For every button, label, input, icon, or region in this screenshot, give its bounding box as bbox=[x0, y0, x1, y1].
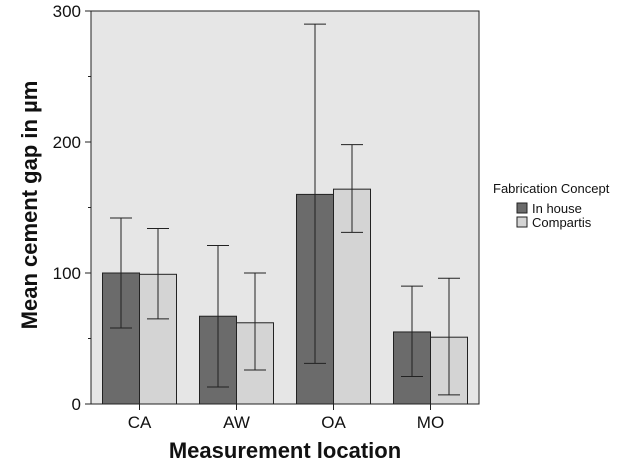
y-tick-label: 200 bbox=[53, 133, 81, 152]
y-axis-title: Mean cement gap in µm bbox=[17, 81, 42, 330]
x-tick-label: AW bbox=[223, 413, 250, 432]
legend-label: Compartis bbox=[532, 215, 592, 230]
legend-swatch bbox=[516, 216, 528, 228]
legend-label: In house bbox=[532, 201, 582, 216]
x-tick-label: OA bbox=[321, 413, 346, 432]
y-axis: 0 100 200 300 bbox=[53, 2, 91, 414]
x-tick-label: MO bbox=[417, 413, 444, 432]
x-tick-label: CA bbox=[128, 413, 152, 432]
y-tick-label: 300 bbox=[53, 2, 81, 21]
x-axis: CA AW OA MO bbox=[128, 404, 444, 432]
error-bars-group bbox=[110, 23, 460, 396]
y-tick-label: 100 bbox=[53, 264, 81, 283]
legend-swatch bbox=[516, 202, 528, 214]
x-axis-title: Measurement location bbox=[169, 438, 401, 463]
y-tick-label: 0 bbox=[72, 395, 81, 414]
legend-title: Fabrication Concept bbox=[493, 181, 610, 196]
